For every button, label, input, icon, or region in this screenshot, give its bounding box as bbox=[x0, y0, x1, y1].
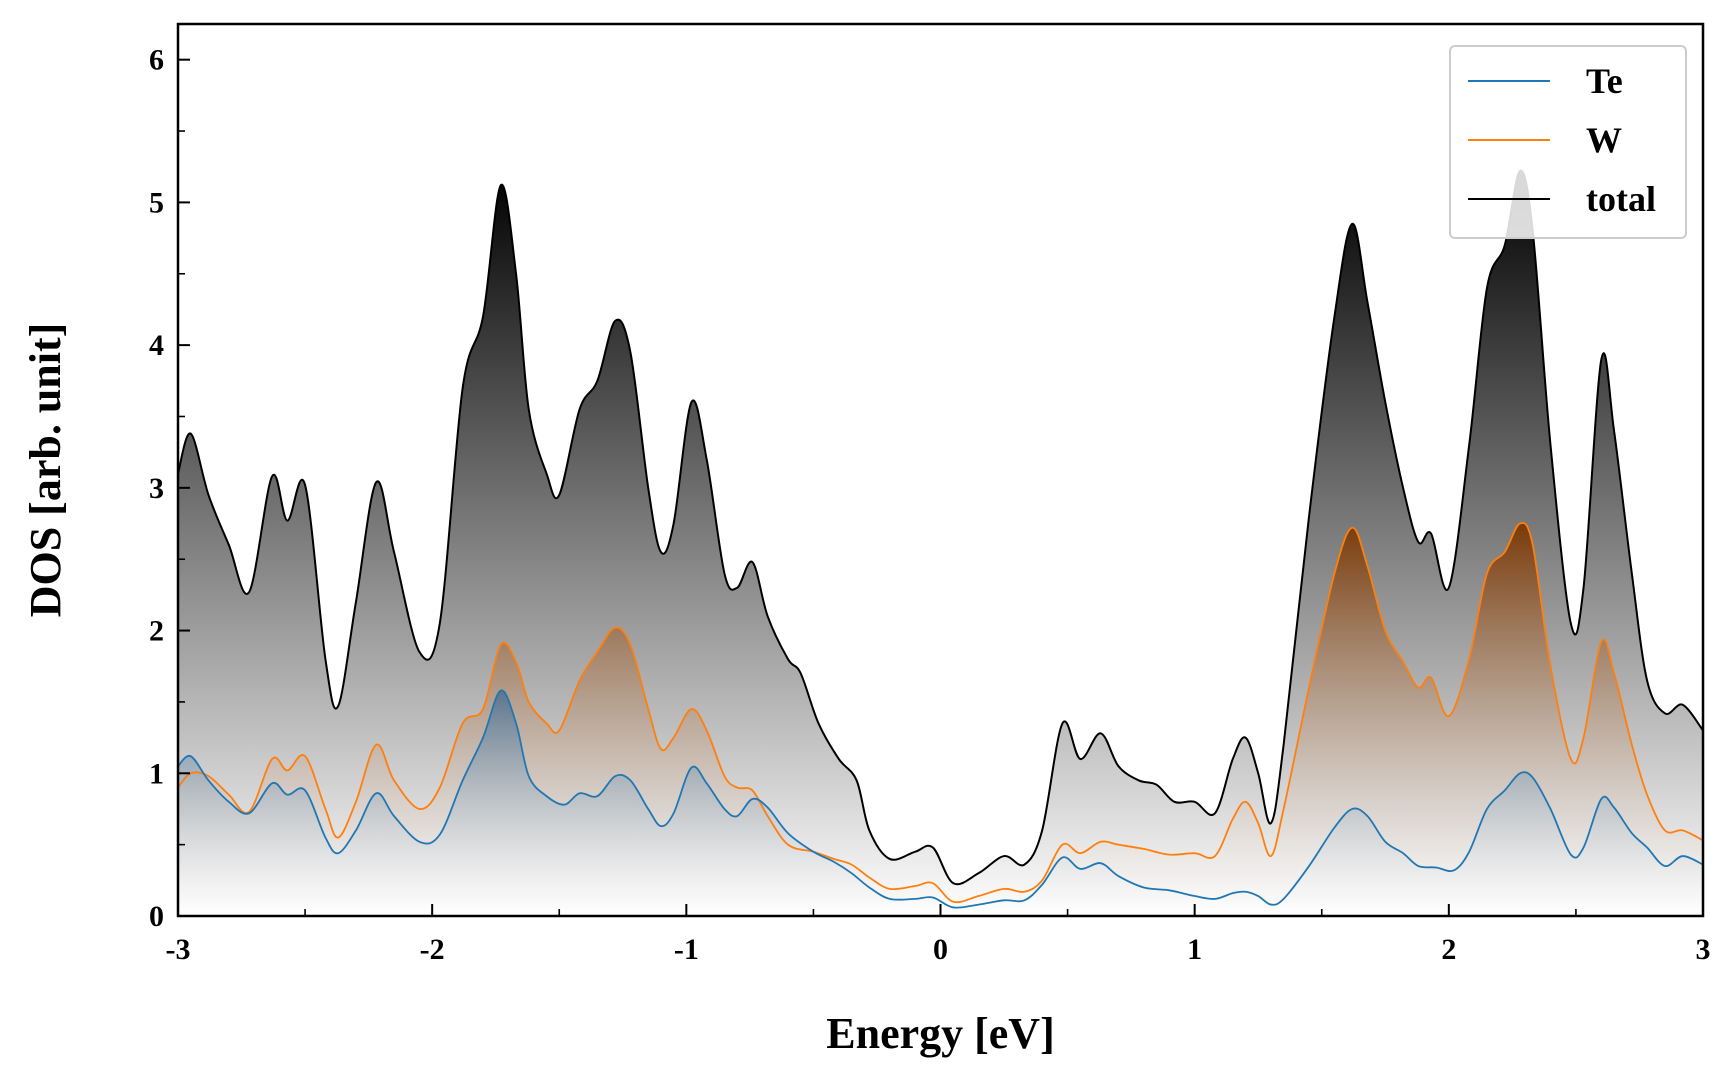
y-tick-label: 2 bbox=[149, 615, 164, 648]
x-tick-label: -3 bbox=[166, 933, 191, 966]
y-tick-label: 1 bbox=[149, 757, 164, 790]
x-tick-label: 3 bbox=[1696, 933, 1711, 966]
y-tick-label: 5 bbox=[149, 186, 164, 219]
x-tick-label: 0 bbox=[933, 933, 948, 966]
y-tick-label: 6 bbox=[149, 44, 164, 77]
x-tick-label: -1 bbox=[674, 933, 699, 966]
area-te bbox=[178, 690, 1703, 916]
x-tick-label: 1 bbox=[1187, 933, 1202, 966]
series-lines bbox=[178, 169, 1703, 909]
y-tick-label: 3 bbox=[149, 472, 164, 505]
y-axis-title: DOS [arb. unit] bbox=[21, 323, 70, 618]
x-axis-title: Energy [eV] bbox=[826, 1009, 1055, 1058]
legend-label-total: total bbox=[1586, 179, 1656, 219]
x-tick-label: -2 bbox=[420, 933, 445, 966]
legend-label-w: W bbox=[1586, 120, 1622, 160]
x-axis-ticks: -3 -2 -1 0 1 2 3 bbox=[166, 904, 1711, 966]
line-te bbox=[178, 689, 1703, 909]
y-tick-label: 4 bbox=[149, 329, 164, 362]
y-axis-ticks: 0 1 2 3 4 5 6 bbox=[149, 44, 190, 933]
line-w bbox=[178, 522, 1703, 904]
y-tick-label: 0 bbox=[149, 900, 164, 933]
legend-box bbox=[1449, 45, 1687, 239]
line-total bbox=[178, 169, 1703, 886]
x-tick-label: 2 bbox=[1441, 933, 1456, 966]
legend-label-te: Te bbox=[1586, 61, 1623, 101]
area-fills bbox=[178, 170, 1703, 916]
